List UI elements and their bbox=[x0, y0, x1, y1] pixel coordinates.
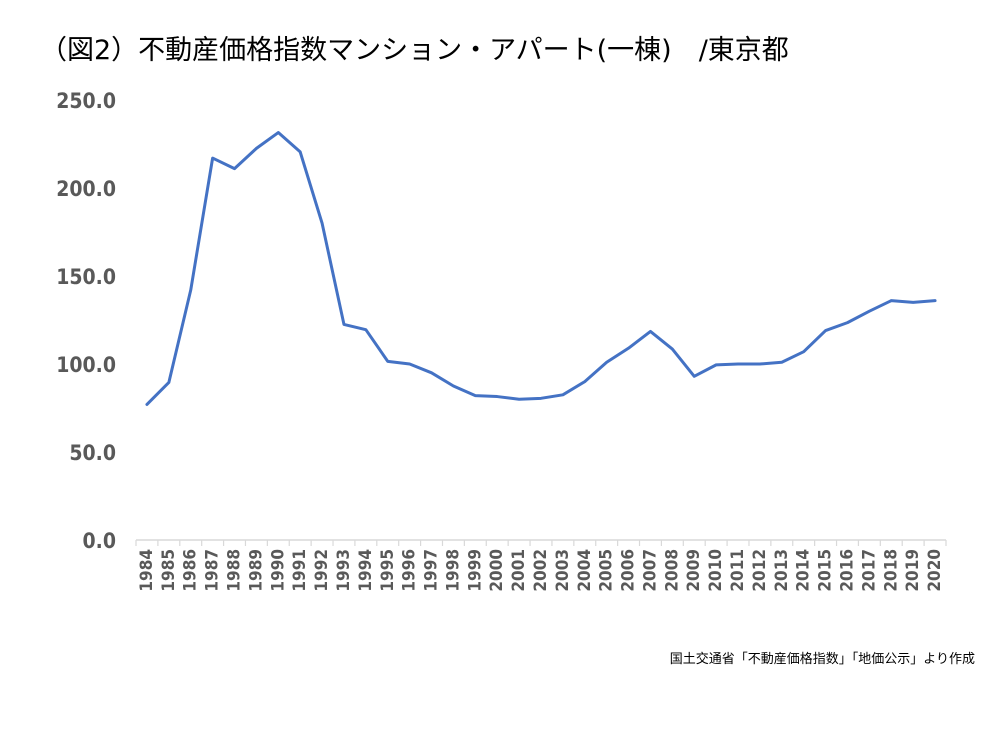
x-tick-label: 2003 bbox=[553, 549, 573, 592]
series-line bbox=[145, 131, 937, 406]
x-tick-label: 1985 bbox=[159, 549, 179, 592]
x-tick-label: 1996 bbox=[400, 549, 420, 592]
x-tick-label: 2006 bbox=[619, 549, 639, 592]
x-tick-label: 1995 bbox=[378, 549, 398, 592]
x-tick-label: 2019 bbox=[903, 549, 923, 592]
x-tick-label: 2000 bbox=[487, 549, 507, 592]
x-tick-label: 1989 bbox=[246, 549, 266, 592]
y-tick-label: 250.0 bbox=[56, 89, 116, 113]
x-tick-label: 2012 bbox=[750, 549, 770, 592]
x-tick-label: 1986 bbox=[181, 549, 201, 592]
x-tick-label: 2004 bbox=[575, 549, 595, 592]
y-tick-label: 100.0 bbox=[56, 353, 116, 377]
x-tick-label: 1991 bbox=[290, 549, 310, 592]
x-tick-label: 2015 bbox=[816, 549, 836, 592]
x-tick-label: 2020 bbox=[925, 549, 945, 592]
x-tick-label: 1988 bbox=[225, 549, 245, 592]
y-tick-label: 200.0 bbox=[56, 177, 116, 201]
source-note: 国土交通省「不動産価格指数」「地価公示」より作成 bbox=[669, 652, 975, 667]
chart-title: （図2）不動産価格指数マンション・アパート(一棟) /東京都 bbox=[40, 35, 789, 66]
x-tick-label: 2013 bbox=[772, 549, 792, 592]
x-tick-label: 1993 bbox=[334, 549, 354, 592]
x-tick-label: 2005 bbox=[597, 549, 617, 592]
x-tick-label: 2009 bbox=[684, 549, 704, 592]
series-layer bbox=[145, 131, 937, 406]
x-tick-label: 2008 bbox=[662, 549, 682, 592]
y-tick-label: 150.0 bbox=[56, 265, 116, 289]
x-tick-label: 1999 bbox=[465, 549, 485, 592]
x-tick-label: 1984 bbox=[137, 549, 157, 592]
x-tick-label: 2010 bbox=[706, 549, 726, 592]
x-tick-label: 2018 bbox=[881, 549, 901, 592]
x-tick-label: 1998 bbox=[443, 549, 463, 592]
x-tick-label: 2001 bbox=[509, 549, 529, 592]
y-tick-label: 50.0 bbox=[69, 441, 116, 465]
x-tick-label: 2017 bbox=[859, 549, 879, 592]
x-tick-label: 1997 bbox=[422, 549, 442, 592]
x-tick-label: 2016 bbox=[837, 549, 857, 592]
x-tick-label: 1990 bbox=[268, 549, 288, 592]
x-tick-label: 2002 bbox=[531, 549, 551, 592]
x-tick-label: 2014 bbox=[794, 549, 814, 592]
x-tick-label: 2007 bbox=[640, 549, 660, 592]
x-axis: 1984 1985 1986 1987 1988 1989 1990 1991 1992 1993… bbox=[135, 539, 947, 592]
y-tick-label: 0.0 bbox=[83, 529, 116, 553]
y-axis-labels: 0.0 50.0 100.0 150.0 200.0 250.0 bbox=[56, 89, 116, 553]
x-tick-label: 1992 bbox=[312, 549, 332, 592]
x-tick-label: 1994 bbox=[356, 549, 376, 592]
x-tick-label: 1987 bbox=[203, 549, 223, 592]
x-tick-label: 2011 bbox=[728, 549, 748, 592]
